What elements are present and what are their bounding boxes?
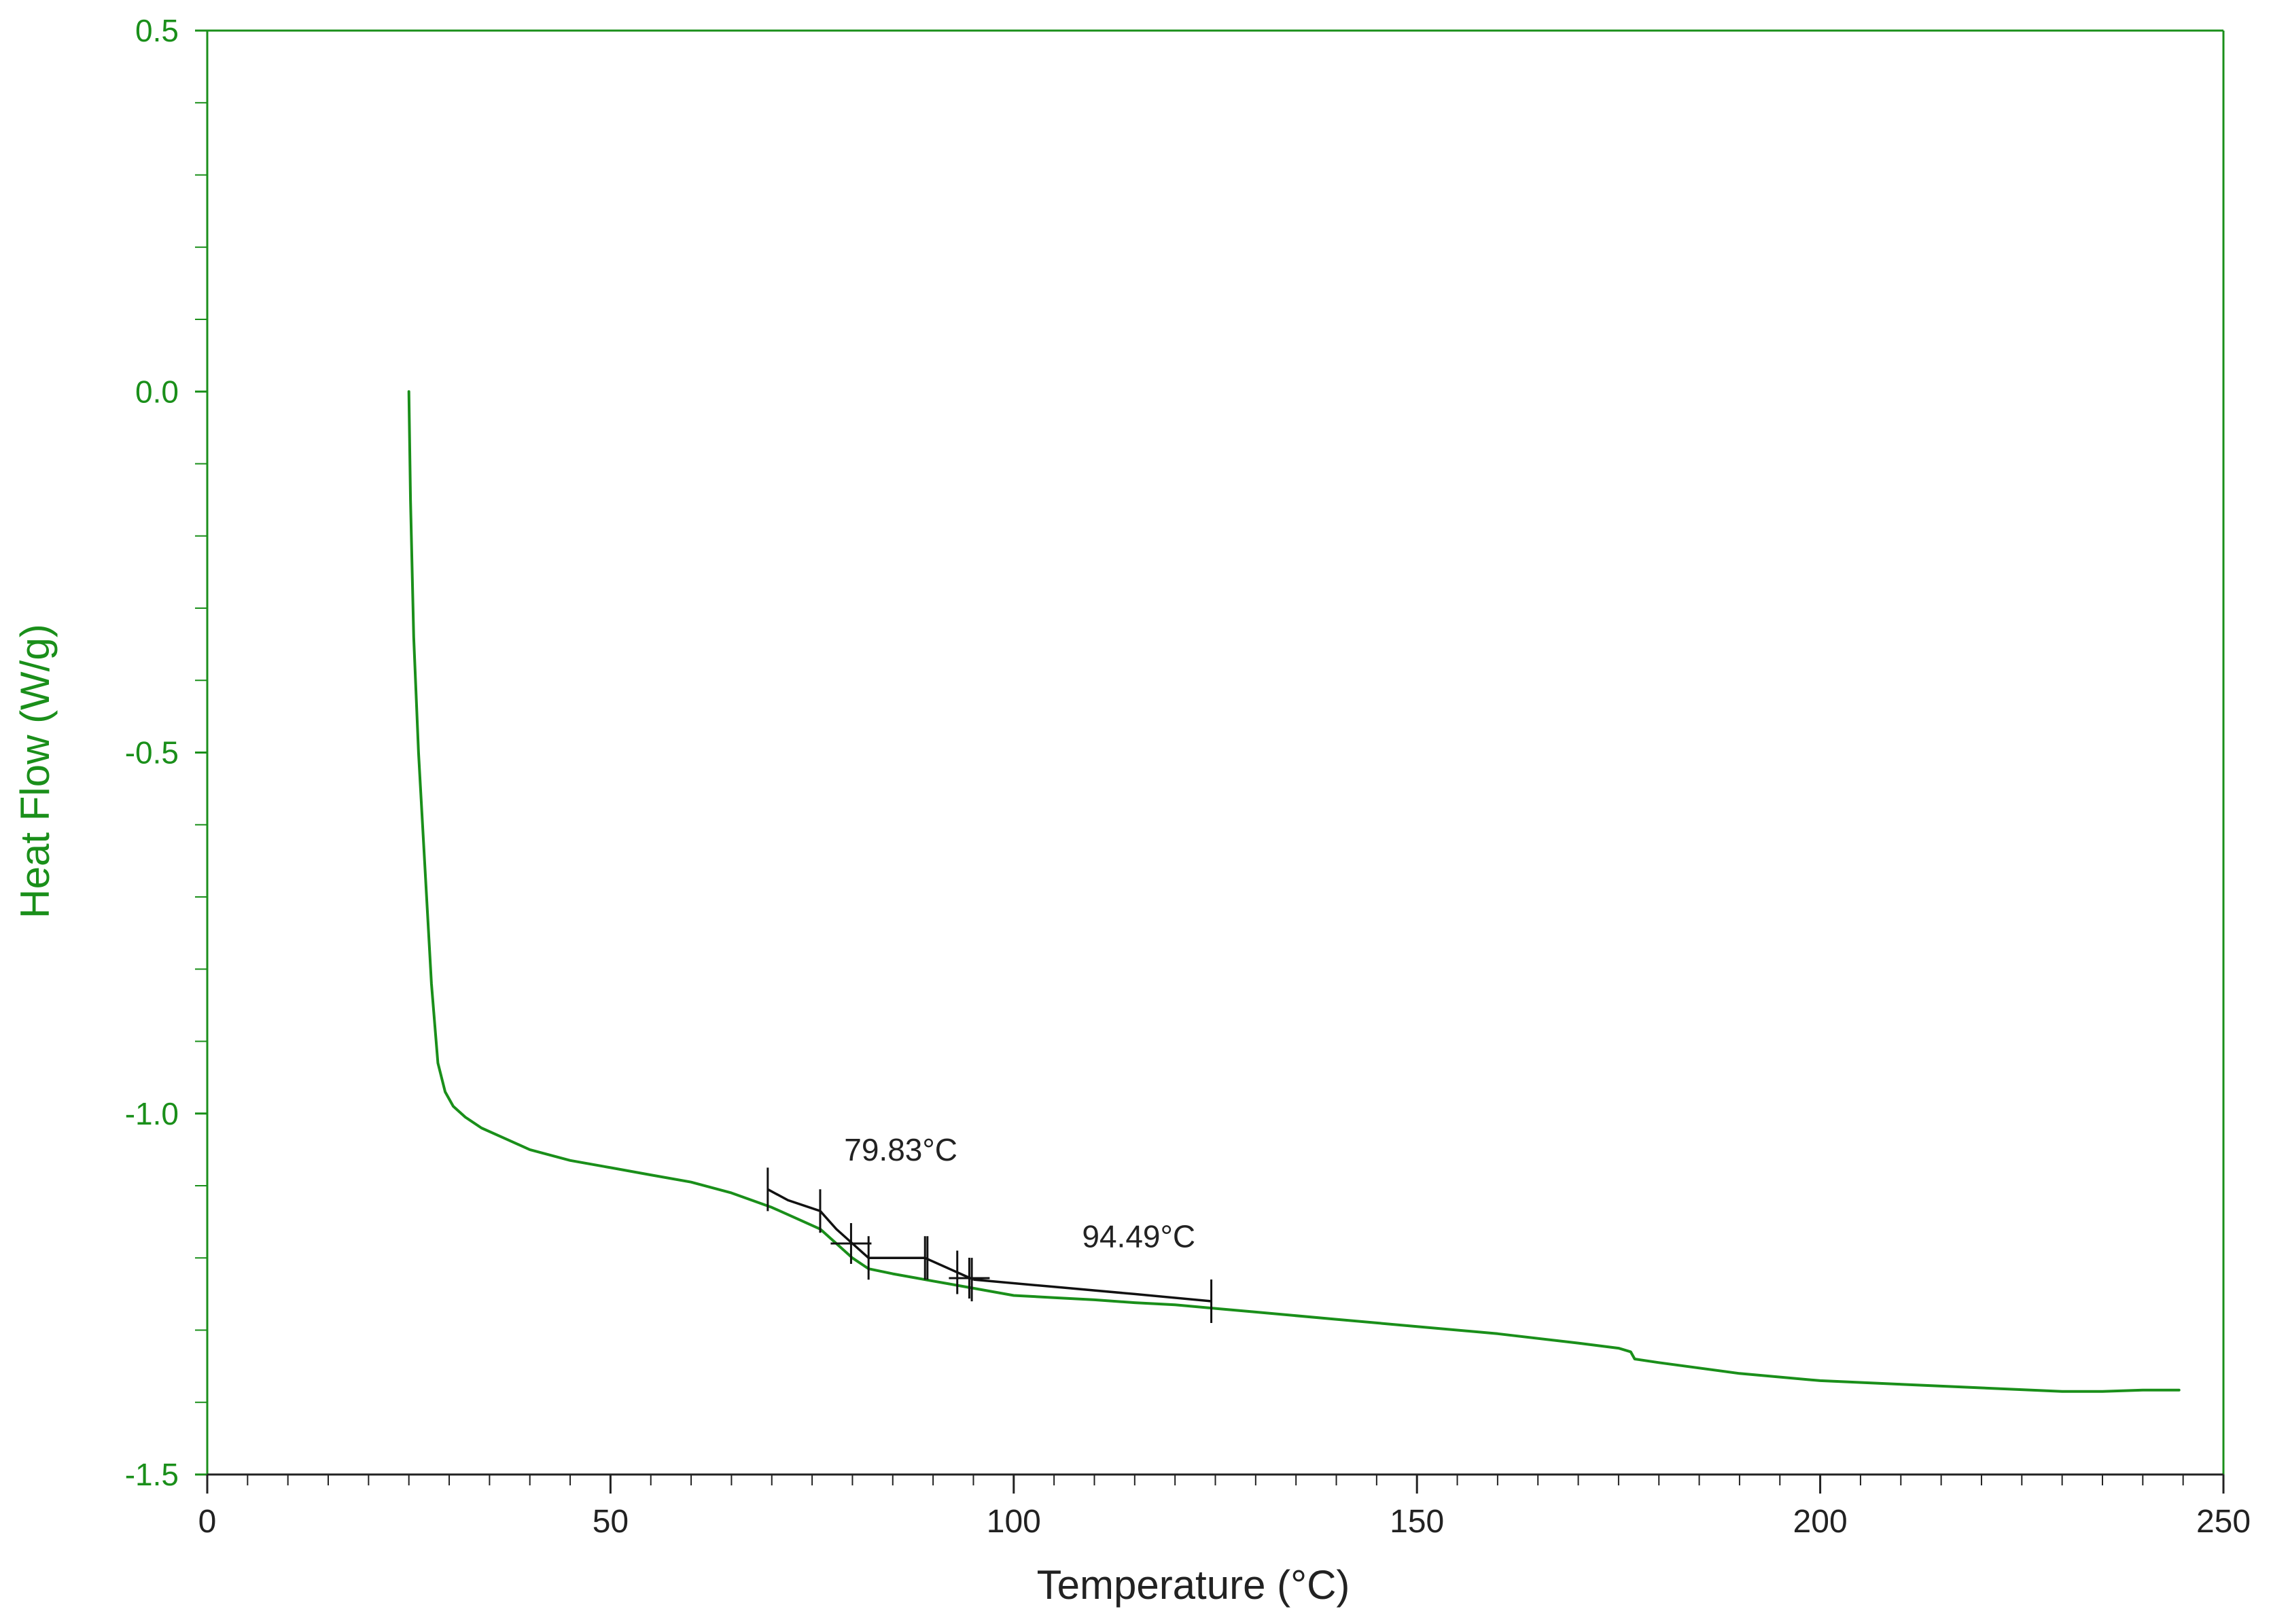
heat-flow-line: [407, 390, 2181, 1393]
y-axis-title: Heat Flow (W/g): [12, 624, 58, 918]
temperature-annotation: 79.83°C: [844, 1132, 957, 1167]
x-tick-label: 50: [593, 1504, 629, 1540]
y-tick-label: 0.5: [135, 13, 179, 48]
temperature-annotation: 94.49°C: [1082, 1218, 1195, 1254]
x-tick-label: 100: [987, 1504, 1041, 1540]
onset-plus-marker: [830, 1223, 872, 1264]
y-tick-label: -1.0: [125, 1096, 179, 1131]
onset-plus-marker: [949, 1258, 990, 1299]
analysis-line: [924, 1256, 974, 1281]
x-axis-title: Temperature (°C): [1037, 1562, 1350, 1608]
analysis-line: [973, 1278, 1212, 1303]
y-tick-label: -0.5: [125, 735, 179, 771]
y-tick-label: -1.5: [125, 1457, 179, 1492]
analysis-line: [819, 1210, 870, 1259]
analysis-line: [767, 1188, 821, 1212]
x-tick-label: 200: [1793, 1504, 1848, 1540]
x-tick-label: 250: [2196, 1504, 2251, 1540]
x-tick-label: 0: [198, 1504, 217, 1540]
x-tick-label: 150: [1390, 1504, 1444, 1540]
y-tick-label: 0.0: [135, 374, 179, 409]
